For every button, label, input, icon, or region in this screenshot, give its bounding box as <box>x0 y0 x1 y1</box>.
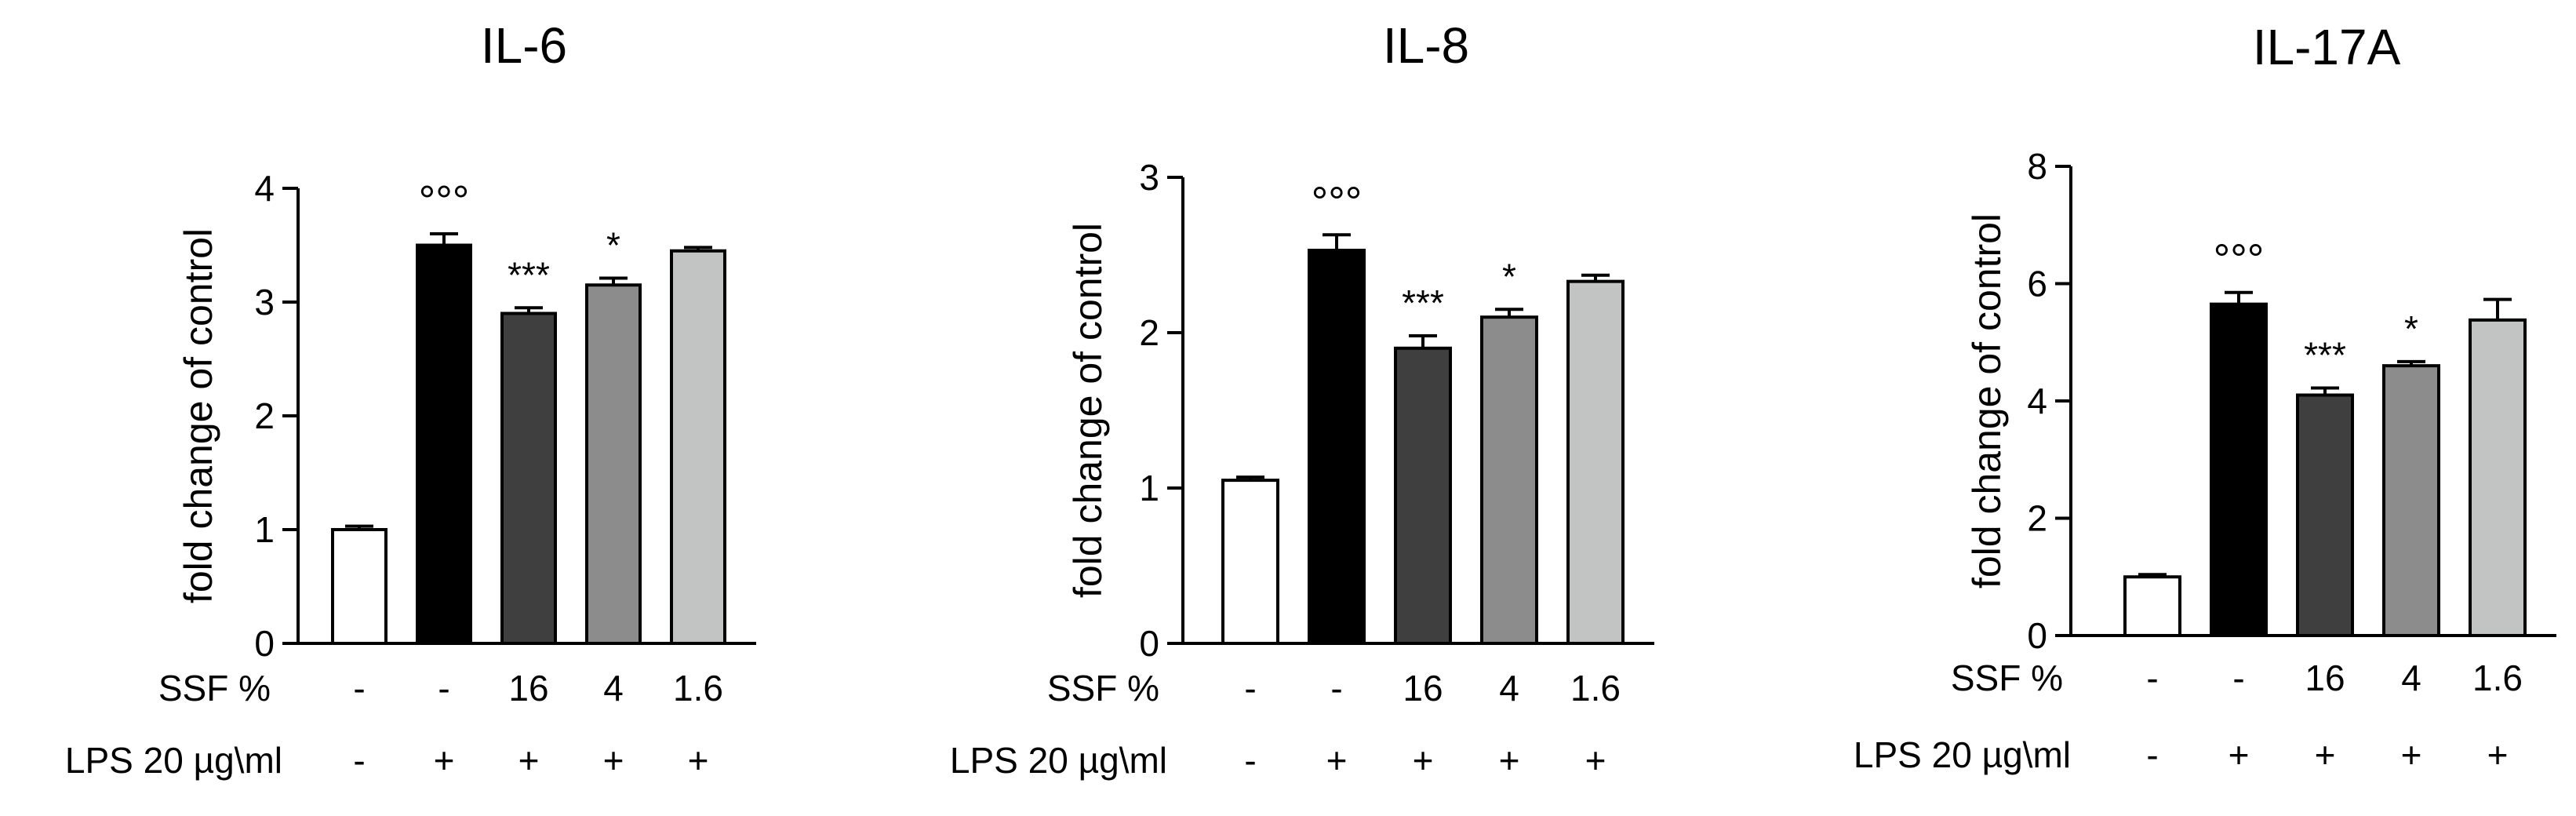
row-value: - <box>353 740 365 781</box>
bar <box>1308 249 1366 645</box>
bar <box>2296 393 2354 637</box>
bar <box>1221 479 1279 645</box>
row-value: 16 <box>1403 668 1443 709</box>
row-value: - <box>1244 668 1256 709</box>
y-axis-label: fold change of control <box>176 228 220 603</box>
row-label: SSF % <box>1047 668 1159 709</box>
bar <box>670 249 726 645</box>
significance-annotation: *** <box>508 254 550 295</box>
significance-annotation: °°° <box>1312 178 1363 225</box>
row-value: + <box>1499 740 1520 781</box>
y-tick-label: 1 <box>254 509 275 550</box>
significance-annotation: * <box>2404 308 2418 349</box>
row-value: + <box>2315 734 2336 775</box>
significance-annotation: *** <box>2304 335 2346 376</box>
row-label: LPS 20 µg\ml <box>1854 734 2071 775</box>
row-value: + <box>434 740 455 781</box>
chart-title: IL-17A <box>2253 19 2401 75</box>
row-value: + <box>2487 734 2509 775</box>
bar <box>500 311 557 645</box>
row-label: LPS 20 µg\ml <box>65 740 282 781</box>
y-axis-label: fold change of control <box>1066 223 1110 598</box>
row-value: + <box>603 740 624 781</box>
row-label: LPS 20 µg\ml <box>950 740 1167 781</box>
y-tick-label: 0 <box>2027 615 2047 656</box>
y-tick-label: 4 <box>254 168 275 209</box>
y-tick-label: 3 <box>1139 157 1159 198</box>
y-tick-label: 2 <box>1139 312 1159 353</box>
bar <box>416 243 472 645</box>
row-value: - <box>438 668 449 709</box>
row-value: + <box>688 740 709 781</box>
bar <box>1480 315 1538 645</box>
chart-title: IL-6 <box>481 17 567 74</box>
y-axis-label: fold change of control <box>1965 213 2009 588</box>
bar <box>2123 575 2181 637</box>
y-tick-label: 8 <box>2027 146 2047 187</box>
significance-annotation: *** <box>1402 282 1444 323</box>
row-value: 4 <box>1499 668 1519 709</box>
row-value: - <box>2146 658 2158 698</box>
y-tick-label: 0 <box>1139 623 1159 664</box>
row-value: 16 <box>508 668 548 709</box>
bar <box>2210 302 2268 637</box>
bar <box>1394 346 1452 645</box>
row-label: SSF % <box>158 668 271 709</box>
row-value: - <box>2232 658 2244 698</box>
row-value: + <box>2401 734 2422 775</box>
row-value: - <box>2146 734 2158 775</box>
row-value: 1.6 <box>1570 668 1621 709</box>
row-value: + <box>2229 734 2250 775</box>
significance-annotation: °°° <box>419 177 470 224</box>
y-tick-label: 0 <box>254 623 275 664</box>
bar <box>331 528 387 645</box>
bar <box>585 283 642 645</box>
y-tick-label: 2 <box>254 395 275 436</box>
bar <box>2469 318 2527 637</box>
row-value: - <box>353 668 365 709</box>
y-tick-label: 2 <box>2027 498 2047 539</box>
row-value: 4 <box>2401 658 2421 698</box>
row-label: SSF % <box>1951 658 2063 698</box>
row-value: + <box>1413 740 1434 781</box>
row-value: - <box>1330 668 1342 709</box>
row-value: 1.6 <box>673 668 723 709</box>
significance-annotation: °°° <box>2214 236 2265 283</box>
significance-annotation: * <box>606 225 620 266</box>
row-value: + <box>518 740 540 781</box>
row-value: 16 <box>2305 658 2345 698</box>
y-tick-label: 1 <box>1139 468 1159 508</box>
row-value: - <box>1244 740 1256 781</box>
y-tick-label: 3 <box>254 282 275 322</box>
significance-annotation: * <box>1502 256 1516 297</box>
bar <box>1566 279 1625 645</box>
chart-title: IL-8 <box>1383 17 1469 74</box>
y-tick-label: 4 <box>2027 381 2047 421</box>
bar <box>2382 364 2440 637</box>
row-value: + <box>1585 740 1606 781</box>
row-value: + <box>1326 740 1348 781</box>
y-tick-label: 6 <box>2027 264 2047 304</box>
row-value: 1.6 <box>2472 658 2523 698</box>
row-value: 4 <box>603 668 624 709</box>
